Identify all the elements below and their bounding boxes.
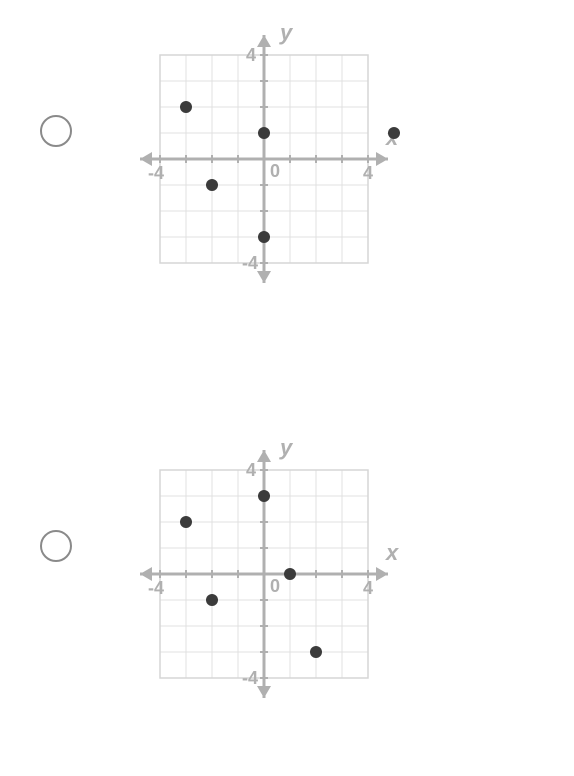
data-point (258, 231, 270, 243)
data-point (206, 594, 218, 606)
x-neg-tick: -4 (148, 578, 164, 598)
y-pos-tick: 4 (246, 45, 256, 65)
option-b[interactable] (40, 530, 112, 562)
radio-button-b[interactable] (40, 530, 72, 562)
chart-a: yx0-444-4 (120, 25, 480, 315)
y-pos-tick: 4 (246, 460, 256, 480)
x-axis-label: x (385, 540, 399, 565)
data-point (206, 179, 218, 191)
data-point (258, 127, 270, 139)
data-point (388, 127, 400, 139)
data-point (258, 490, 270, 502)
x-pos-tick: 4 (363, 578, 373, 598)
y-neg-tick: -4 (242, 253, 258, 273)
data-point (180, 101, 192, 113)
x-neg-tick: -4 (148, 163, 164, 183)
data-point (310, 646, 322, 658)
scatter-chart: y x 0 -4 4 4 -4 (120, 440, 480, 730)
chart-b: y x 0 -4 4 4 -4 (120, 440, 480, 730)
y-axis-label: y (279, 25, 294, 45)
origin-label: 0 (270, 576, 280, 596)
origin-label: 0 (270, 161, 280, 181)
x-pos-tick: 4 (363, 163, 373, 183)
radio-button-a[interactable] (40, 115, 72, 147)
scatter-chart: yx0-444-4 (120, 25, 480, 315)
data-point (284, 568, 296, 580)
y-axis-label: y (279, 440, 294, 460)
data-point (180, 516, 192, 528)
option-a[interactable] (40, 115, 112, 147)
y-neg-tick: -4 (242, 668, 258, 688)
